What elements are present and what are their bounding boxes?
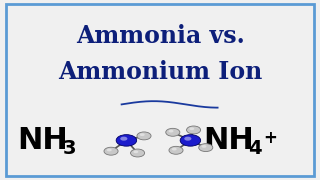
Text: 3: 3 (62, 139, 76, 158)
Circle shape (116, 135, 137, 146)
Circle shape (169, 146, 183, 154)
Circle shape (120, 137, 127, 141)
Circle shape (169, 130, 173, 132)
Text: +: + (263, 129, 277, 147)
Circle shape (140, 133, 145, 136)
Circle shape (133, 150, 138, 153)
Text: NH: NH (18, 126, 68, 155)
Circle shape (189, 127, 194, 130)
Circle shape (180, 135, 201, 146)
Circle shape (107, 149, 112, 151)
Circle shape (184, 137, 191, 141)
Circle shape (137, 132, 151, 140)
Circle shape (172, 148, 177, 150)
Text: 4: 4 (248, 139, 262, 158)
Text: Ammonium Ion: Ammonium Ion (58, 60, 262, 84)
Circle shape (166, 128, 180, 136)
Circle shape (104, 147, 118, 155)
Circle shape (131, 149, 145, 157)
Text: Ammonia vs.: Ammonia vs. (76, 24, 244, 48)
Circle shape (187, 126, 201, 134)
Circle shape (199, 144, 213, 152)
Text: NH: NH (203, 126, 254, 155)
Circle shape (202, 145, 206, 148)
